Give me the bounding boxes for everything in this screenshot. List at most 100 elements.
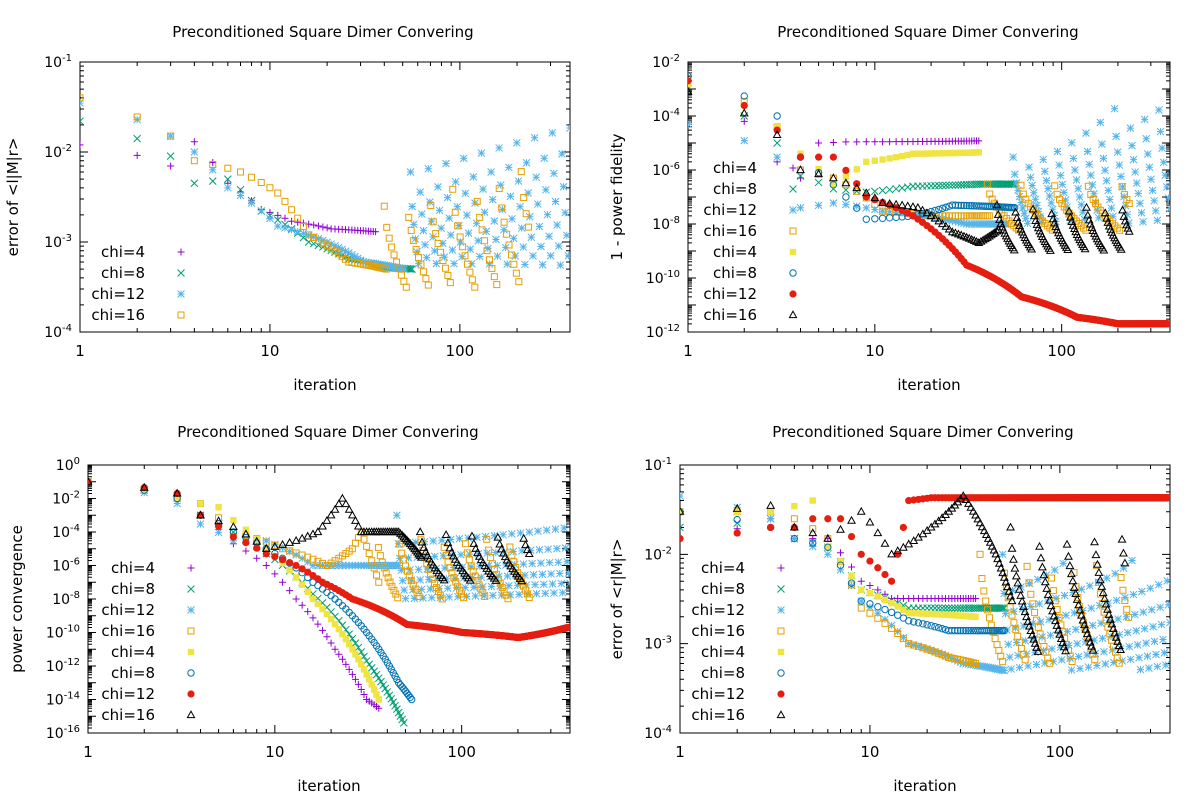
data-point <box>935 611 942 618</box>
data-point <box>983 180 992 188</box>
data-point <box>945 216 954 224</box>
data-point <box>1142 134 1151 143</box>
data-point <box>766 514 775 523</box>
data-point <box>351 675 359 683</box>
data-point <box>1040 167 1049 176</box>
data-point <box>870 205 879 214</box>
data-point <box>892 138 900 146</box>
data-point <box>1113 654 1121 662</box>
data-point <box>562 231 570 240</box>
data-point <box>931 647 939 656</box>
data-point <box>1148 186 1157 195</box>
data-point <box>398 576 407 585</box>
chart-title: Preconditioned Square Dimer Convering <box>172 23 473 41</box>
data-point <box>791 502 798 510</box>
data-point <box>1009 245 1019 254</box>
data-point <box>490 217 499 225</box>
data-point <box>342 636 350 643</box>
data-point <box>1100 594 1110 602</box>
data-point <box>1021 214 1030 223</box>
data-point <box>417 552 427 561</box>
data-point <box>434 183 442 191</box>
data-point <box>379 681 388 689</box>
data-point <box>288 206 296 214</box>
data-point <box>842 166 850 175</box>
data-point <box>440 543 448 551</box>
data-point <box>1145 664 1153 672</box>
y-tick-label: 10-1 <box>44 53 72 71</box>
data-point <box>1146 584 1155 593</box>
data-point <box>507 530 516 538</box>
data-point <box>491 548 500 557</box>
data-point <box>566 579 570 588</box>
data-point <box>880 538 890 547</box>
y-tick-label: 10-10 <box>646 269 680 287</box>
data-point <box>558 150 566 158</box>
data-point <box>287 225 296 234</box>
data-point <box>919 620 927 628</box>
data-point <box>327 240 335 248</box>
data-point <box>976 236 986 245</box>
data-point <box>1123 605 1131 613</box>
data-point <box>373 691 380 698</box>
data-point <box>399 719 408 727</box>
legend-marker <box>789 206 797 214</box>
data-point <box>958 491 968 500</box>
data-point <box>1005 217 1013 225</box>
data-point <box>1006 591 1016 600</box>
data-point <box>1116 226 1124 234</box>
data-point <box>478 582 487 591</box>
data-point <box>808 528 818 537</box>
data-point <box>1043 590 1053 598</box>
data-point <box>874 564 882 572</box>
data-point <box>993 554 1003 563</box>
data-point <box>366 676 373 683</box>
data-point <box>409 220 418 229</box>
data-point <box>530 133 539 142</box>
data-point <box>1098 140 1106 148</box>
data-point <box>335 650 343 658</box>
y-tick-label: 10-4 <box>44 323 72 341</box>
data-point <box>978 574 986 582</box>
data-point <box>842 200 850 209</box>
data-point <box>383 688 392 696</box>
data-point <box>894 603 901 610</box>
data-point <box>392 590 400 598</box>
data-point <box>507 251 515 259</box>
data-point <box>688 86 693 95</box>
data-point <box>381 684 390 693</box>
data-point <box>416 576 425 584</box>
data-point <box>334 499 344 508</box>
data-point <box>1045 595 1055 604</box>
data-point <box>449 185 457 193</box>
data-point <box>443 584 452 593</box>
data-point <box>942 215 950 224</box>
legend-label: chi=12 <box>703 201 757 219</box>
data-point <box>1132 179 1141 187</box>
data-point <box>539 580 548 589</box>
data-point <box>337 493 347 502</box>
data-point <box>419 594 427 602</box>
data-point <box>837 549 845 557</box>
data-point <box>323 588 331 596</box>
y-axis-label: error of <l|M|r> <box>4 138 22 257</box>
data-point <box>475 252 484 261</box>
data-point <box>1147 605 1156 614</box>
data-point <box>938 604 947 612</box>
data-point <box>482 227 491 236</box>
data-point <box>348 250 356 259</box>
data-point <box>360 652 368 661</box>
plot-frame <box>679 464 1171 734</box>
data-point <box>1090 636 1098 644</box>
data-point <box>930 213 940 222</box>
data-point <box>517 224 526 232</box>
data-point <box>992 200 1002 209</box>
data-point <box>931 604 939 612</box>
data-point <box>394 594 402 602</box>
data-point <box>982 604 991 612</box>
data-point <box>899 633 908 642</box>
data-point <box>962 626 970 635</box>
data-point <box>847 532 856 541</box>
data-point <box>314 600 322 608</box>
